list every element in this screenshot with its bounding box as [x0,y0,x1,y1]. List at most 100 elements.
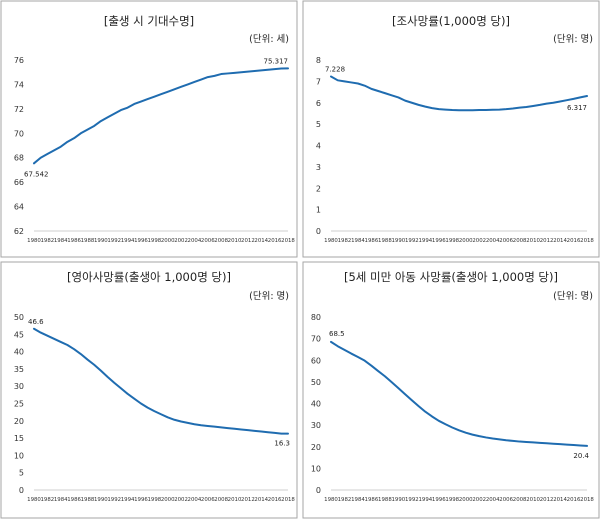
y-tick-label: 45 [14,330,24,339]
x-tick-label: 2018 [580,497,594,503]
x-tick-label: 2016 [268,497,282,503]
x-tick-label: 2002 [174,238,188,244]
x-tick-label: 2000 [459,497,473,503]
x-tick-label: 1986 [67,238,81,244]
x-tick-label: 1998 [147,497,161,503]
x-tick-label: 2016 [567,497,581,503]
panel-frame [302,261,600,519]
x-tick-label: 1980 [27,238,41,244]
y-tick-label: 0 [316,486,321,495]
x-tick-label: 2014 [553,238,567,244]
x-tick-label: 2008 [214,238,228,244]
y-tick-label: 35 [14,365,24,374]
x-tick-label: 2014 [254,238,268,244]
x-tick-label: 2006 [499,497,513,503]
y-tick-labels: 0 5 10 15 20 25 30 35 40 45 50 [14,313,24,495]
x-tick-label: 2016 [268,238,282,244]
x-tick-label: 1992 [107,497,121,503]
x-tick-label: 1984 [54,238,68,244]
x-tick-label: 1986 [67,497,81,503]
x-tick-label: 1980 [324,497,338,503]
unit-label: (단위: 명) [249,290,289,302]
series-line [330,340,588,447]
y-tick-label: 30 [14,382,24,391]
x-tick-label: 2002 [174,497,188,503]
y-tick-label: 70 [311,335,321,344]
x-tick-label: 1982 [338,238,352,244]
x-tick-label: 2004 [486,497,500,503]
x-tick-label: 1996 [134,238,148,244]
panel-frame [0,261,298,519]
x-tick-label: 2004 [486,238,500,244]
x-tick-label: 1998 [147,238,161,244]
y-tick-label: 60 [311,356,321,365]
x-tick-label: 1996 [432,497,446,503]
x-tick-label: 2006 [499,238,513,244]
x-tick-labels: 1980 1982 1984 1986 1988 1990 1992 1994 1996 1998… [27,238,295,244]
x-tick-labels: 1980 1982 1984 1986 1988 1990 1992 1994 1996 1998… [324,238,594,244]
x-tick-label: 1998 [445,238,459,244]
x-tick-label: 1990 [392,238,406,244]
x-tick-label: 2018 [281,238,295,244]
x-tick-label: 1982 [41,497,55,503]
y-tick-label: 10 [14,451,24,460]
y-tick-label: 0 [316,227,321,236]
x-tick-label: 1990 [94,497,108,503]
x-tick-label: 2010 [526,238,540,244]
x-tick-label: 1986 [365,497,379,503]
y-tick-labels: 62 64 66 68 70 72 74 76 [14,56,24,236]
y-tick-label: 10 [311,464,321,473]
x-tick-label: 1996 [432,238,446,244]
x-tick-label: 2014 [553,497,567,503]
x-tick-labels: 1980 1982 1984 1986 1988 1990 1992 1994 1996 1998… [27,497,295,503]
x-tick-label: 1992 [107,238,121,244]
x-tick-label: 2000 [459,238,473,244]
series-line [330,75,588,112]
x-tick-label: 2018 [281,497,295,503]
x-tick-label: 2004 [188,238,202,244]
y-tick-label: 64 [14,203,24,212]
x-tick-label: 1982 [338,497,352,503]
y-tick-labels: 0 10 20 30 40 50 60 70 80 [311,313,321,495]
data-label-start: 67.542 [24,170,49,178]
y-tick-label: 7 [316,77,321,86]
y-tick-label: 2 [316,184,321,193]
x-tick-label: 2012 [241,238,255,244]
x-tick-label: 2012 [241,497,255,503]
x-tick-label: 2002 [472,238,486,244]
x-tick-label: 1994 [418,238,432,244]
data-label-end: 16.3 [274,440,290,448]
x-tick-label: 1998 [445,497,459,503]
data-label-start: 7.228 [325,66,345,74]
y-tick-label: 68 [14,154,24,163]
x-tick-label: 1994 [121,238,135,244]
x-tick-label: 1982 [41,238,55,244]
y-tick-label: 70 [14,129,24,138]
x-tick-label: 2008 [513,238,527,244]
x-tick-label: 2010 [526,497,540,503]
data-label-start: 68.5 [329,330,345,338]
data-label-end: 20.4 [573,452,589,460]
y-tick-label: 5 [19,469,24,478]
x-tick-label: 2018 [580,238,594,244]
unit-label: (단위: 명) [553,290,593,302]
chart-panel-under5-mortality: [5세 미만 아동 사망률(출생아 1,000명 당)] (단위: 명) 0 10… [302,261,600,519]
x-tick-label: 1984 [351,497,365,503]
x-tick-label: 2008 [214,497,228,503]
y-tick-label: 80 [311,313,321,322]
y-tick-label: 6 [316,99,321,108]
x-tick-labels: 1980 1982 1984 1986 1988 1990 1992 1994 1996 1998… [324,497,594,503]
chart-title: [영아사망률(출생아 1,000명 당)] [67,270,231,284]
x-tick-label: 1990 [392,497,406,503]
x-tick-label: 1988 [378,497,392,503]
y-tick-labels: 0 1 2 3 4 5 6 7 8 [316,56,321,236]
x-tick-label: 2012 [540,238,554,244]
y-tick-label: 76 [14,56,24,65]
x-tick-label: 2006 [201,497,215,503]
x-tick-label: 1980 [27,497,41,503]
x-tick-label: 1994 [418,497,432,503]
y-tick-label: 0 [19,486,24,495]
y-tick-label: 50 [311,378,321,387]
x-tick-label: 2000 [161,497,175,503]
